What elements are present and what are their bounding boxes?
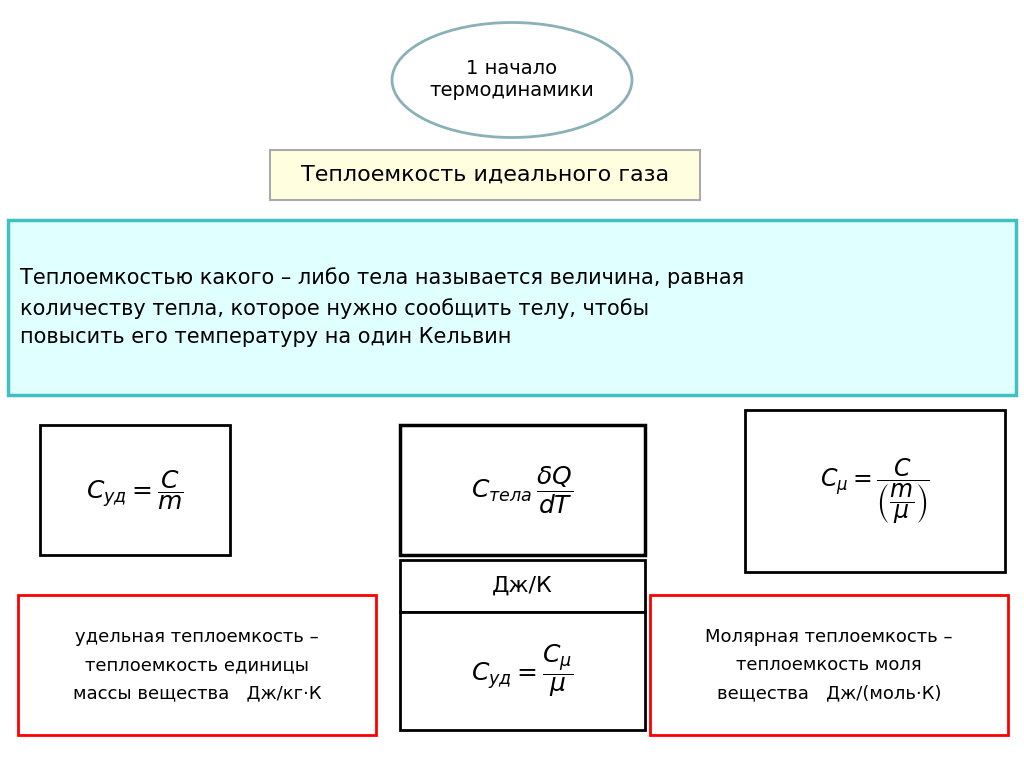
Text: $\mathit{C}_{\mathit{тела}}\, \dfrac{\delta \mathit{Q}}{d\mathit{T}}$: $\mathit{C}_{\mathit{тела}}\, \dfrac{\de… [471, 464, 573, 516]
Text: $\mathit{C}_{\mu} = \dfrac{\mathit{C}}{\left(\dfrac{\mathit{m}}{\mu}\right)}$: $\mathit{C}_{\mu} = \dfrac{\mathit{C}}{\… [820, 456, 930, 526]
FancyBboxPatch shape [745, 410, 1005, 572]
FancyBboxPatch shape [400, 560, 645, 612]
FancyBboxPatch shape [8, 220, 1016, 395]
Text: $\mathit{C}_{\mathit{уд}} = \dfrac{\mathit{C}}{\mathit{m}}$: $\mathit{C}_{\mathit{уд}} = \dfrac{\math… [86, 468, 184, 512]
Text: Теплоемкость идеального газа: Теплоемкость идеального газа [301, 165, 669, 185]
FancyBboxPatch shape [18, 595, 376, 735]
Text: удельная теплоемкость –
теплоемкость единицы
массы вещества   Дж/кг·К: удельная теплоемкость – теплоемкость еди… [73, 628, 322, 702]
FancyBboxPatch shape [650, 595, 1008, 735]
Ellipse shape [392, 22, 632, 137]
FancyBboxPatch shape [400, 612, 645, 730]
Text: 1 начало
термодинамики: 1 начало термодинамики [430, 60, 594, 100]
Text: Молярная теплоемкость –
теплоемкость моля
вещества   Дж/(моль·К): Молярная теплоемкость – теплоемкость мол… [706, 628, 952, 702]
FancyBboxPatch shape [40, 425, 230, 555]
FancyBboxPatch shape [400, 425, 645, 555]
Text: $\mathit{C}_{\mathit{уд}} = \dfrac{\mathit{C}_{\mu}}{\mu}$: $\mathit{C}_{\mathit{уд}} = \dfrac{\math… [471, 643, 573, 700]
Text: Дж/К: Дж/К [493, 576, 553, 596]
Text: Теплоемкостью какого – либо тела называется величина, равная
количеству тепла, к: Теплоемкостью какого – либо тела называе… [20, 268, 744, 347]
FancyBboxPatch shape [270, 150, 700, 200]
